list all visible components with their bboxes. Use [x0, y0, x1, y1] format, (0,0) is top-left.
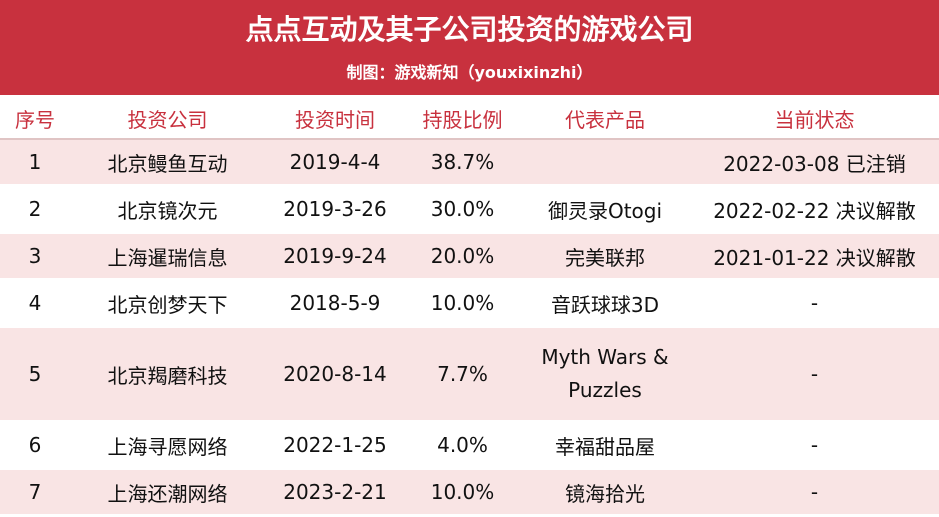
- cell-company: 北京羯磨科技: [70, 326, 265, 422]
- cell-date: 2018-5-9: [265, 279, 405, 327]
- cell-product: 镜海拾光: [520, 468, 690, 516]
- cell-date: 2019-3-26: [265, 185, 405, 233]
- cell-company: 上海寻愿网络: [70, 421, 265, 469]
- cell-share: 4.0%: [405, 421, 520, 469]
- cell-status: -: [690, 279, 939, 327]
- cell-status: -: [690, 326, 939, 422]
- page-title: 点点互动及其子公司投资的游戏公司: [245, 13, 694, 46]
- cell-no: 2: [0, 185, 70, 233]
- cell-share: 7.7%: [405, 326, 520, 422]
- cell-date: 2022-1-25: [265, 421, 405, 469]
- cell-share: 10.0%: [405, 279, 520, 327]
- cell-product: Myth Wars & Puzzles: [520, 326, 690, 422]
- table-row: 4 北京创梦天下 2018-5-9 10.0% 音跃球球3D -: [0, 279, 939, 327]
- table-row: 6 上海寻愿网络 2022-1-25 4.0% 幸福甜品屋 -: [0, 421, 939, 469]
- cell-share: 38.7%: [405, 139, 520, 186]
- column-header-company: 投资公司: [70, 98, 265, 140]
- cell-no: 3: [0, 232, 70, 280]
- investment-table: 序号 投资公司 投资时间 持股比例 代表产品 当前状态 1 北京鳗鱼互动 201…: [0, 98, 939, 517]
- table-row: 5 北京羯磨科技 2020-8-14 7.7% Myth Wars & Puzz…: [0, 326, 939, 422]
- header-banner: 点点互动及其子公司投资的游戏公司 制图：游戏新知（youxixinzhi）: [0, 0, 939, 95]
- cell-company: 北京鳗鱼互动: [70, 139, 265, 186]
- cell-no: 6: [0, 421, 70, 469]
- cell-no: 1: [0, 139, 70, 186]
- cell-no: 7: [0, 468, 70, 516]
- cell-status: -: [690, 468, 939, 516]
- cell-company: 上海暹瑞信息: [70, 232, 265, 280]
- table-header-row: 序号 投资公司 投资时间 持股比例 代表产品 当前状态: [0, 98, 939, 140]
- cell-share: 20.0%: [405, 232, 520, 280]
- column-header-product: 代表产品: [520, 98, 690, 140]
- cell-status: -: [690, 421, 939, 469]
- table-row: 7 上海还潮网络 2023-2-21 10.0% 镜海拾光 -: [0, 468, 939, 516]
- cell-product: 御灵录Otogi: [520, 185, 690, 233]
- cell-date: 2019-4-4: [265, 139, 405, 186]
- cell-no: 4: [0, 279, 70, 327]
- cell-status: 2022-03-08 已注销: [690, 139, 939, 186]
- cell-no: 5: [0, 326, 70, 422]
- cell-product: 完美联邦: [520, 232, 690, 280]
- cell-status: 2021-01-22 决议解散: [690, 232, 939, 280]
- cell-company: 北京创梦天下: [70, 279, 265, 327]
- page-subtitle: 制图：游戏新知（youxixinzhi）: [346, 63, 593, 82]
- cell-product: 音跃球球3D: [520, 279, 690, 327]
- column-header-date: 投资时间: [265, 98, 405, 140]
- cell-product: 幸福甜品屋: [520, 421, 690, 469]
- cell-company: 上海还潮网络: [70, 468, 265, 516]
- cell-share: 30.0%: [405, 185, 520, 233]
- table-row: 1 北京鳗鱼互动 2019-4-4 38.7% 2022-03-08 已注销: [0, 139, 939, 186]
- table-row: 3 上海暹瑞信息 2019-9-24 20.0% 完美联邦 2021-01-22…: [0, 232, 939, 280]
- column-header-share: 持股比例: [405, 98, 520, 140]
- cell-status: 2022-02-22 决议解散: [690, 185, 939, 233]
- table-row: 2 北京镜次元 2019-3-26 30.0% 御灵录Otogi 2022-02…: [0, 185, 939, 233]
- cell-date: 2023-2-21: [265, 468, 405, 516]
- cell-share: 10.0%: [405, 468, 520, 516]
- column-header-no: 序号: [0, 98, 70, 140]
- cell-product: [520, 139, 690, 186]
- cell-date: 2019-9-24: [265, 232, 405, 280]
- cell-date: 2020-8-14: [265, 326, 405, 422]
- column-header-status: 当前状态: [690, 98, 939, 140]
- cell-company: 北京镜次元: [70, 185, 265, 233]
